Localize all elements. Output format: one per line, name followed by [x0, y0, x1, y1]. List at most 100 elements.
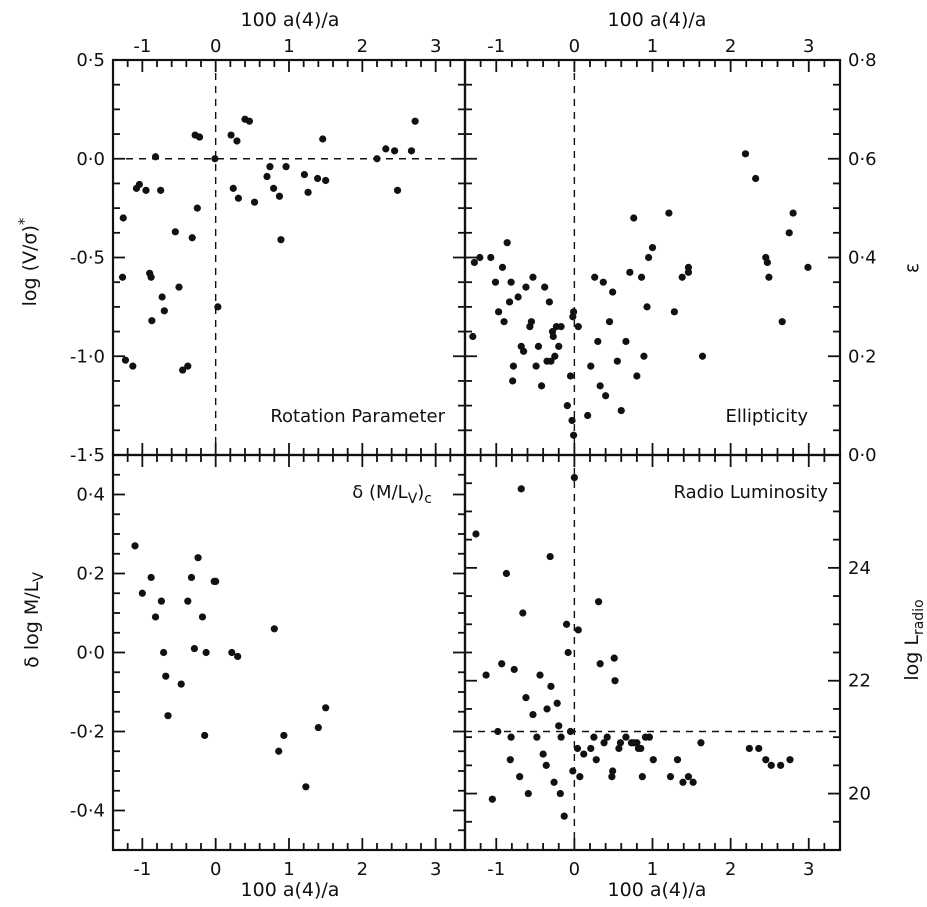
top-right-point	[519, 347, 528, 355]
top-left-point	[175, 283, 183, 291]
bottom-right-xtick-label: 2	[725, 859, 736, 880]
top-right-point	[587, 362, 595, 370]
top-left-point	[314, 174, 322, 183]
top-right-point	[509, 362, 518, 370]
top-right-ytick-label: 0·6	[848, 149, 877, 170]
top-right-point	[557, 323, 565, 331]
top-left-point	[147, 273, 155, 281]
bottom-right-point	[638, 773, 646, 781]
bottom-right-point	[502, 569, 511, 578]
top-right-point	[529, 273, 537, 281]
top-left-point	[275, 192, 284, 200]
top-left-point	[142, 186, 150, 194]
bottom-right-point	[580, 750, 588, 758]
top-left-point	[184, 362, 192, 370]
top-right-point	[665, 209, 673, 217]
bottom-right-point	[555, 722, 563, 730]
bottom-left-point	[322, 704, 330, 712]
top-right-xtick-label: 1	[647, 36, 658, 57]
top-right-point	[534, 342, 543, 350]
top-right-ytick-label: 0·4	[848, 248, 877, 269]
top-right-point	[569, 431, 578, 439]
top-left-point	[214, 303, 222, 311]
top-right-point	[643, 303, 651, 311]
bottom-right-title: Radio Luminosity	[674, 482, 829, 503]
bottom-right-point	[566, 727, 575, 736]
bottom-right-point	[622, 733, 630, 741]
bottom-right-point	[594, 598, 603, 606]
top-left-point	[382, 145, 390, 153]
bottom-left-point	[314, 723, 322, 732]
top-left-xtick-label: 1	[283, 36, 294, 57]
bottom-right-point	[679, 778, 687, 786]
top-left-point	[227, 131, 235, 139]
top-left-point	[270, 184, 278, 192]
bottom-left-point	[147, 573, 155, 582]
top-left-point	[234, 194, 242, 202]
bottom-left-point	[151, 613, 160, 621]
bottom-left-ylabel: δ log M/LV	[21, 572, 47, 668]
bottom-left-point	[190, 644, 198, 653]
bottom-left-title: δ (M/LV)c	[352, 482, 432, 507]
bottom-right-point	[762, 756, 770, 764]
bottom-left-xtick-label: -1	[133, 859, 151, 880]
top-left-point	[135, 180, 143, 189]
bottom-right-point	[553, 699, 561, 707]
bottom-right-point	[564, 648, 572, 657]
bottom-right-point	[574, 626, 582, 634]
top-left-ytick-label: 0·0	[76, 149, 105, 170]
bottom-left-point	[160, 648, 168, 657]
bottom-left-point	[270, 625, 278, 633]
top-right-point	[594, 337, 602, 346]
bottom-left-point	[198, 613, 207, 621]
bottom-right-point	[524, 789, 532, 798]
top-right-point	[568, 416, 576, 425]
top-right-point	[741, 150, 750, 158]
bottom-right-point	[603, 733, 611, 741]
top-left-point	[233, 137, 241, 145]
top-right-point	[514, 293, 522, 301]
top-left-point	[266, 163, 274, 171]
panels-layer: 0·5 0·0 -0·5 -1·0 -1·5 -1 0 1 2 3 Rotation Paramet…	[70, 36, 877, 880]
bottom-left-xtick-label: 1	[283, 859, 294, 880]
bottom-right-ylabel: log Lradio	[901, 599, 927, 680]
bottom-right-point	[529, 710, 537, 719]
bottom-right-point	[560, 812, 568, 820]
bottom-left-ytick-label: 0·2	[76, 564, 105, 585]
bottom-right-point	[488, 795, 496, 803]
top-right-ytick-label: 0·0	[848, 445, 877, 466]
top-left-xtick-label: -1	[133, 36, 151, 57]
bottom-right-point	[609, 767, 617, 775]
top-right-point	[555, 342, 563, 350]
top-right-point	[763, 258, 771, 267]
bottom-right-point	[569, 767, 577, 775]
bottom-right-point	[673, 756, 682, 764]
top-right-point	[789, 209, 797, 217]
top-right-point	[596, 382, 604, 390]
top-left-point	[229, 184, 237, 192]
bottom-left-point	[184, 597, 192, 605]
bottom-left-point	[194, 554, 202, 562]
bottom-right-point	[507, 733, 515, 741]
top-right-point	[602, 392, 610, 400]
top-right-title: Ellipticity	[726, 406, 809, 427]
top-left-point	[263, 172, 271, 181]
top-left-xtick-label: 3	[430, 36, 441, 57]
top-right-point	[698, 352, 707, 360]
top-right-point	[626, 268, 634, 276]
bottom-right-ytick-label: 20	[848, 784, 871, 805]
bottom-left-point	[138, 589, 146, 597]
top-right-point	[605, 318, 614, 326]
top-left-panel: 0·5 0·0 -0·5 -1·0 -1·5 -1 0 1 2 3 Rotation Paramet…	[70, 36, 467, 466]
bottom-right-point	[697, 739, 705, 747]
bottom-right-xlabel: 100 a(4)/a	[608, 879, 707, 901]
bottom-right-panel: 24 22 20 -1 0 1 2 3 Radio Luminosity	[463, 453, 871, 880]
top-left-point	[119, 214, 127, 222]
top-right-point	[684, 268, 693, 276]
top-right-point	[684, 263, 693, 271]
top-right-point	[591, 273, 599, 281]
top-left-point	[391, 147, 399, 155]
top-right-point	[617, 406, 625, 415]
top-right-ylabel: ε	[901, 263, 923, 273]
bottom-right-point	[786, 756, 794, 764]
